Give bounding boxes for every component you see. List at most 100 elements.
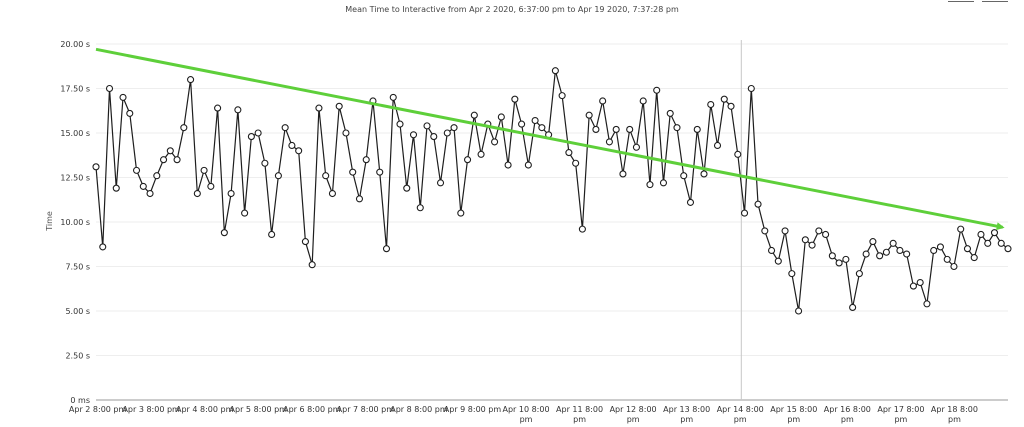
data-point[interactable] bbox=[166, 147, 174, 155]
data-point[interactable] bbox=[909, 282, 917, 290]
data-point[interactable] bbox=[254, 129, 262, 137]
data-point[interactable] bbox=[160, 156, 168, 164]
data-point[interactable] bbox=[112, 184, 120, 192]
data-point[interactable] bbox=[693, 125, 701, 133]
data-point[interactable] bbox=[835, 259, 843, 267]
data-point[interactable] bbox=[565, 149, 573, 157]
data-point[interactable] bbox=[328, 189, 336, 198]
data-point[interactable] bbox=[173, 156, 181, 164]
data-point[interactable] bbox=[943, 255, 951, 263]
data-point[interactable] bbox=[970, 254, 978, 262]
data-point[interactable] bbox=[389, 93, 397, 101]
data-point[interactable] bbox=[538, 124, 546, 132]
data-point[interactable] bbox=[132, 166, 141, 174]
data-point[interactable] bbox=[92, 163, 100, 171]
data-point[interactable] bbox=[308, 261, 316, 269]
data-point[interactable] bbox=[153, 172, 161, 180]
data-point[interactable] bbox=[707, 100, 715, 109]
data-point[interactable] bbox=[720, 95, 728, 103]
data-point[interactable] bbox=[889, 239, 897, 247]
data-point[interactable] bbox=[193, 189, 201, 198]
data-point[interactable] bbox=[301, 238, 309, 246]
data-point[interactable] bbox=[382, 245, 391, 253]
data-point[interactable] bbox=[457, 209, 465, 217]
data-point[interactable] bbox=[781, 227, 789, 235]
data-point[interactable] bbox=[862, 250, 870, 258]
data-point[interactable] bbox=[261, 159, 269, 167]
data-point[interactable] bbox=[734, 150, 742, 158]
data-point[interactable] bbox=[342, 129, 350, 137]
data-point[interactable] bbox=[572, 159, 580, 167]
data-point[interactable] bbox=[896, 246, 904, 255]
data-point[interactable] bbox=[497, 113, 505, 121]
data-point[interactable] bbox=[274, 172, 282, 180]
data-point[interactable] bbox=[686, 198, 695, 206]
data-point[interactable] bbox=[1004, 245, 1012, 253]
data-point[interactable] bbox=[119, 93, 127, 101]
data-point[interactable] bbox=[903, 250, 911, 258]
data-point[interactable] bbox=[585, 111, 593, 119]
data-point[interactable] bbox=[524, 161, 532, 169]
data-point[interactable] bbox=[592, 125, 600, 133]
data-point[interactable] bbox=[349, 168, 357, 176]
data-point[interactable] bbox=[632, 143, 640, 151]
data-point[interactable] bbox=[551, 67, 559, 75]
data-point[interactable] bbox=[288, 141, 296, 150]
data-point[interactable] bbox=[518, 120, 526, 128]
data-point[interactable] bbox=[335, 102, 343, 110]
data-point[interactable] bbox=[322, 172, 330, 180]
data-point[interactable] bbox=[436, 179, 445, 187]
data-point[interactable] bbox=[653, 86, 661, 94]
data-point[interactable] bbox=[126, 109, 134, 117]
data-point[interactable] bbox=[747, 84, 755, 93]
data-point[interactable] bbox=[187, 76, 195, 84]
data-point[interactable] bbox=[754, 200, 762, 208]
data-point[interactable] bbox=[626, 125, 634, 133]
data-point[interactable] bbox=[700, 170, 708, 178]
data-point[interactable] bbox=[612, 125, 620, 133]
data-point[interactable] bbox=[227, 189, 235, 198]
data-point[interactable] bbox=[511, 95, 519, 103]
data-point[interactable] bbox=[558, 92, 566, 100]
data-point[interactable] bbox=[639, 97, 647, 105]
data-point[interactable] bbox=[950, 262, 958, 271]
data-point[interactable] bbox=[619, 170, 627, 178]
data-point[interactable] bbox=[180, 124, 188, 132]
data-point[interactable] bbox=[680, 172, 688, 180]
data-point[interactable] bbox=[801, 236, 809, 244]
data-point[interactable] bbox=[207, 182, 215, 190]
data-point[interactable] bbox=[362, 156, 370, 164]
data-point[interactable] bbox=[491, 138, 499, 146]
data-point[interactable] bbox=[673, 124, 681, 132]
data-point[interactable] bbox=[795, 307, 803, 315]
data-point[interactable] bbox=[842, 255, 850, 263]
data-point[interactable] bbox=[430, 133, 438, 141]
data-point[interactable] bbox=[774, 257, 782, 265]
data-point[interactable] bbox=[477, 150, 485, 158]
data-point[interactable] bbox=[504, 161, 512, 169]
data-point[interactable] bbox=[646, 181, 654, 189]
data-point[interactable] bbox=[923, 300, 931, 308]
data-point[interactable] bbox=[220, 229, 228, 237]
data-point[interactable] bbox=[200, 166, 208, 174]
data-point[interactable] bbox=[936, 243, 944, 251]
data-point[interactable] bbox=[855, 270, 863, 278]
data-point[interactable] bbox=[984, 239, 992, 247]
data-point[interactable] bbox=[450, 124, 458, 132]
data-point[interactable] bbox=[376, 168, 384, 176]
data-point[interactable] bbox=[578, 225, 586, 233]
data-point[interactable] bbox=[139, 182, 147, 190]
data-point[interactable] bbox=[443, 129, 451, 137]
data-point[interactable] bbox=[464, 156, 472, 164]
data-point[interactable] bbox=[930, 246, 938, 255]
data-point[interactable] bbox=[214, 104, 222, 112]
data-point[interactable] bbox=[234, 106, 242, 114]
data-point[interactable] bbox=[281, 124, 289, 132]
data-point[interactable] bbox=[849, 303, 857, 311]
data-point[interactable] bbox=[713, 141, 722, 150]
data-point[interactable] bbox=[876, 252, 884, 260]
data-point[interactable] bbox=[146, 189, 154, 198]
data-point[interactable] bbox=[470, 111, 478, 119]
data-point[interactable] bbox=[977, 230, 985, 239]
data-point[interactable] bbox=[990, 229, 999, 237]
